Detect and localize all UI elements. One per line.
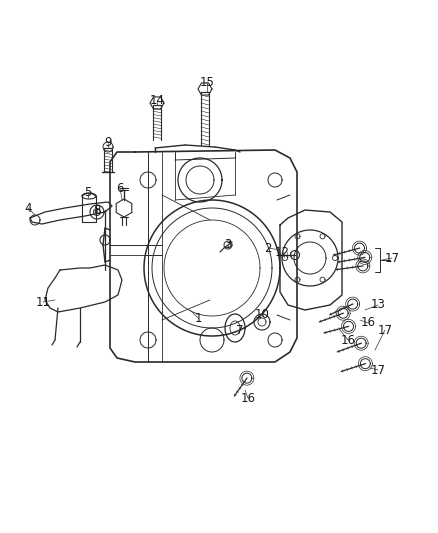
Text: 15: 15 <box>200 76 215 88</box>
Text: 5: 5 <box>84 185 92 198</box>
Text: 2: 2 <box>264 241 272 254</box>
Text: 9: 9 <box>104 136 112 149</box>
Text: 16: 16 <box>340 334 356 346</box>
Text: 16: 16 <box>360 317 375 329</box>
Text: 16: 16 <box>240 392 255 405</box>
Text: 7: 7 <box>236 324 244 336</box>
Text: 17: 17 <box>371 364 385 376</box>
Text: 6: 6 <box>116 182 124 195</box>
Text: 8: 8 <box>93 204 101 216</box>
Text: 10: 10 <box>254 309 269 321</box>
Text: 17: 17 <box>378 324 392 336</box>
Text: 13: 13 <box>371 298 385 311</box>
Text: 12: 12 <box>275 246 290 260</box>
Text: 17: 17 <box>385 252 399 264</box>
Text: 3: 3 <box>224 238 232 252</box>
Text: 14: 14 <box>149 93 165 107</box>
Text: 4: 4 <box>24 201 32 214</box>
Text: 1: 1 <box>194 311 202 325</box>
Text: 11: 11 <box>35 295 50 309</box>
